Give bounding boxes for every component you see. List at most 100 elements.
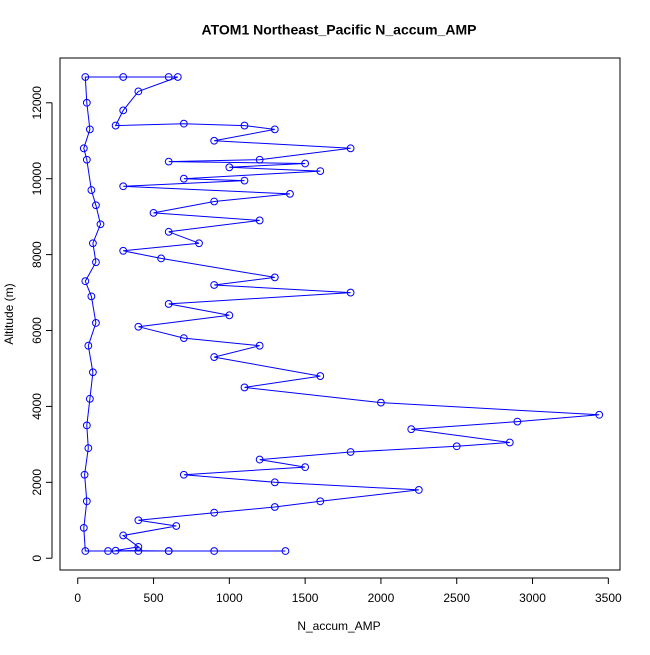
data-point [119,73,128,81]
data-point [270,503,279,511]
data-point [84,341,93,350]
x-axis-title: N_accum_AMP [297,619,380,633]
x-tick-label: 2500 [443,591,470,605]
data-point [88,239,97,248]
y-tick-label: 0 [30,555,44,562]
data-point [96,220,105,229]
data-point [134,87,143,96]
data-point [225,163,234,172]
y-tick-label: 10000 [30,162,44,196]
data-point [240,176,249,185]
x-tick-label: 3500 [595,591,622,605]
y-tick-label: 6000 [30,317,44,344]
data-point [134,322,143,331]
x-tick-label: 3000 [519,591,546,605]
data-point [210,547,219,555]
y-tick-label: 4000 [30,393,44,420]
data-point [346,144,355,153]
x-tick-label: 500 [144,591,164,605]
data-point [255,216,264,225]
data-point [210,508,219,517]
data-point [173,73,182,81]
data-point [452,442,461,451]
data-point [270,273,279,282]
data-point [85,394,94,403]
data-point [414,486,423,494]
data-point [377,398,385,407]
data-point [164,227,173,236]
x-tick-label: 1500 [292,591,319,605]
data-point [301,159,310,168]
data-point [407,425,416,434]
data-point [81,73,90,81]
data-point [79,144,88,153]
data-point [210,136,219,145]
data-point [82,421,91,430]
data-point [255,455,264,464]
data-point [210,353,219,361]
data-point [80,470,89,479]
data-point [164,73,173,81]
data-point [316,497,325,506]
data-point [179,334,188,343]
data-point [316,372,325,380]
data-point [240,121,249,130]
data-point [92,258,100,267]
data-point [179,119,188,128]
chart-title: ATOM1 Northeast_Pacific N_accum_AMP [202,22,477,38]
data-point [281,547,290,555]
data-point [111,121,120,130]
data-point [505,438,514,447]
data-point [210,197,219,206]
data-point [81,277,90,286]
data-point [316,167,325,176]
x-tick-label: 0 [74,591,81,605]
data-point [134,516,143,525]
data-point [87,186,96,194]
data-point [119,182,128,191]
data-point [255,155,264,164]
data-point [87,292,96,301]
data-point [92,201,100,210]
data-point [164,547,173,555]
data-point [240,383,249,392]
data-point [79,523,88,532]
y-tick-label: 8000 [30,241,44,268]
plot-box [59,57,621,571]
data-point [82,98,91,107]
x-tick-label: 2000 [368,591,395,605]
data-point [81,547,90,555]
data-point [149,208,158,217]
data-point [270,125,279,134]
data-point [85,125,94,134]
data-point [157,254,166,263]
data-point [225,311,234,320]
data-point [104,547,112,555]
data-point [119,531,128,540]
y-tick-label: 2000 [30,469,44,496]
data-point [346,448,355,456]
data-point [164,300,173,308]
data-point [134,542,143,551]
data-point [513,417,522,426]
x-tick-label: 1000 [216,591,243,605]
data-point [172,522,181,530]
data-point [286,189,294,198]
data-point [179,174,188,183]
data-point [92,319,100,327]
data-point [119,246,128,255]
data-point [88,368,97,377]
y-axis-title: Altitude (m) [2,283,16,344]
data-point [82,155,91,164]
data-point [84,444,93,453]
data-point [179,470,188,479]
data-point [301,463,310,472]
data-point [82,497,91,506]
data-point [270,478,279,487]
data-point [210,281,219,289]
data-point [346,288,355,297]
data-point [119,106,128,115]
data-point [111,546,120,555]
